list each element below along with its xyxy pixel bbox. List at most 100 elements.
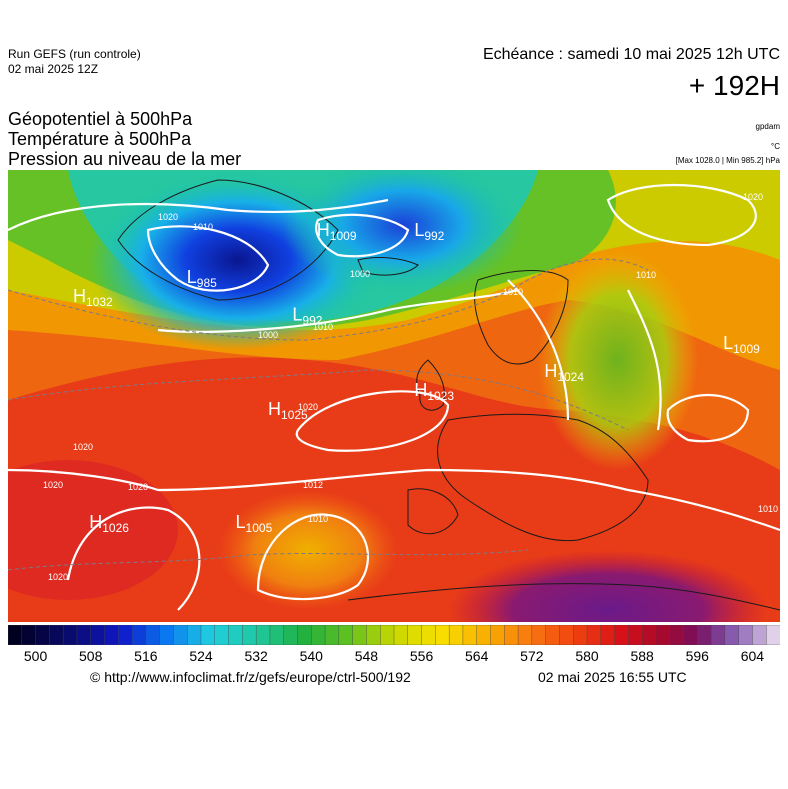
colorbar-tick-label: 532 (244, 648, 268, 664)
cool-area-east (538, 250, 698, 470)
colorbar-cell (62, 625, 78, 645)
colorbar-cell (242, 625, 257, 645)
colorbar-cell (448, 625, 464, 645)
colorbar-tick-label: 604 (740, 648, 765, 664)
north-africa-coast (347, 583, 780, 611)
colorbar-cell (476, 625, 492, 645)
isobar (295, 390, 450, 452)
cut-off-low-warm-pool (218, 490, 398, 610)
colorbar-cell (462, 625, 478, 645)
colorbar-cell (159, 625, 175, 645)
colorbar-tick-label: 548 (354, 648, 379, 664)
colorbar-cell (504, 625, 519, 645)
colorbar-cell (214, 625, 230, 645)
colorbar-cell (586, 625, 602, 645)
pressure-center-low: L1009 (723, 333, 760, 356)
isobar-label: 1020 (743, 192, 763, 202)
colorbar-cell (573, 625, 588, 645)
colorbar-cell (669, 625, 685, 645)
colorbar-cell (435, 625, 450, 645)
pressure-center-low: L992 (414, 220, 444, 243)
colorbar-cell (35, 625, 51, 645)
colorbar-cell (297, 625, 312, 645)
colorbar-cell (283, 625, 299, 645)
colorbar-tick-label: 508 (79, 648, 103, 664)
colorbar-cell (311, 625, 326, 645)
greenland-outline (117, 179, 339, 301)
colorbar-cell (710, 625, 726, 645)
colorbar-cell (338, 625, 354, 645)
colorbar-cell (766, 625, 780, 645)
colorbar-cell (366, 625, 381, 645)
colorbar-cell (655, 625, 671, 645)
unit-temperature: °C (771, 142, 780, 151)
geopotential-colorbar (8, 625, 780, 645)
isobar-label: 1010 (758, 504, 778, 514)
lead-time: + 192H (688, 70, 780, 101)
pressure-center-high: H1023 (414, 380, 454, 403)
pressure-center-low: L992 (292, 305, 322, 328)
colorbar-tick-label: 588 (630, 648, 654, 664)
field-pressure: Pression au niveau de la mer (8, 149, 242, 169)
colorbar-cell (697, 625, 712, 645)
isobar (606, 183, 757, 247)
britain-outline (416, 359, 445, 411)
colorbar-tick-label: 524 (189, 648, 213, 664)
isobar (8, 198, 389, 231)
isobar (627, 289, 662, 431)
colorbar-cell (255, 625, 271, 645)
isobar-label: 1020 (158, 212, 178, 222)
isobar (146, 225, 270, 292)
cold-core-north (283, 170, 523, 295)
isobar (315, 213, 410, 258)
isobar-label: 1010 (308, 514, 328, 524)
colorbar-cell (269, 625, 285, 645)
valid-time: Echéance : samedi 10 mai 2025 12h UTC (482, 46, 780, 63)
isobar (8, 468, 780, 532)
generated-time: 02 mai 2025 16:55 UTC (538, 669, 687, 685)
isobar-label: 1020 (48, 572, 68, 582)
colorbar-tick-label: 540 (299, 648, 323, 664)
field-temperature: Température à 500hPa (8, 129, 192, 149)
pressure-center-high: H1009 (317, 220, 357, 243)
field-geopotential: Géopotentiel à 500hPa (8, 109, 193, 129)
isobar-label: 1010 (503, 287, 523, 297)
colorbar-tick-label: 500 (23, 648, 48, 664)
colorbar-tick-label: 516 (134, 648, 158, 664)
colorbar-cell (628, 625, 643, 645)
colorbar-cell (118, 625, 133, 645)
isobar-labels: 1020 1010 1000 1000 1010 1010 1010 1020 1020 1020… (43, 192, 778, 582)
pressure-extremes: [Max 1028.0 | Min 985.2] hPa (675, 156, 780, 165)
pressure-center-high: H1025 (268, 399, 308, 422)
colorbar-cell (131, 625, 147, 645)
isobar (507, 279, 570, 421)
colorbar-cell (559, 625, 574, 645)
colorbar-cell (187, 625, 202, 645)
weather-map: H1032L985H1009L992L992H1029H1025H1023H10… (8, 170, 780, 622)
pressure-centers: H1032L985H1009L992L992H1029H1025H1023H10… (73, 220, 760, 535)
isotherm (8, 258, 649, 341)
colorbar-cell (324, 625, 340, 645)
colorbar-cell (683, 625, 698, 645)
colorbar-cell (76, 625, 92, 645)
isobar (66, 506, 201, 611)
run-date: 02 mai 2025 12Z (8, 62, 99, 76)
isotherm (8, 549, 529, 571)
pressure-center-low: L1005 (236, 512, 273, 535)
colorbar-tick-label: 564 (465, 648, 489, 664)
europe-outline (437, 413, 649, 542)
colorbar-tick-label: 596 (685, 648, 709, 664)
colorbar-cell (490, 625, 505, 645)
colorbar-cell (352, 625, 368, 645)
colorbar-cell (614, 625, 630, 645)
colorbar-cell (421, 625, 437, 645)
colorbar-cell (49, 625, 64, 645)
colorbar-cell (104, 625, 119, 645)
warm-core-south (448, 550, 768, 622)
isobar-label: 1010 (636, 270, 656, 280)
colorbar-cell (738, 625, 754, 645)
colorbar-cell (145, 625, 161, 645)
isobar-label: 1020 (43, 480, 63, 490)
colorbar-cell (545, 625, 561, 645)
isobar (256, 513, 370, 601)
